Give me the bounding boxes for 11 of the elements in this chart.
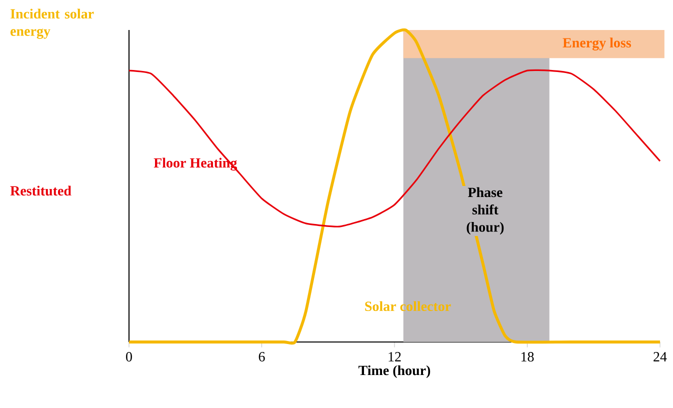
x-tick-label: 24 — [654, 352, 667, 362]
x-tick-label: 6 — [258, 352, 265, 362]
x-axis-title: Time (hour) — [358, 365, 430, 378]
x-tick-label: 18 — [521, 352, 534, 362]
text: Restituted — [10, 186, 72, 196]
band-label: Phase shift (hour) — [466, 187, 504, 235]
y-axis-title: Incident solar energy — [10, 8, 94, 39]
text: Solar collector — [365, 301, 451, 312]
x-tick-label: 12 — [388, 352, 401, 362]
band-label: Energy loss — [562, 38, 632, 50]
x-tick-label: 0 — [126, 352, 132, 362]
